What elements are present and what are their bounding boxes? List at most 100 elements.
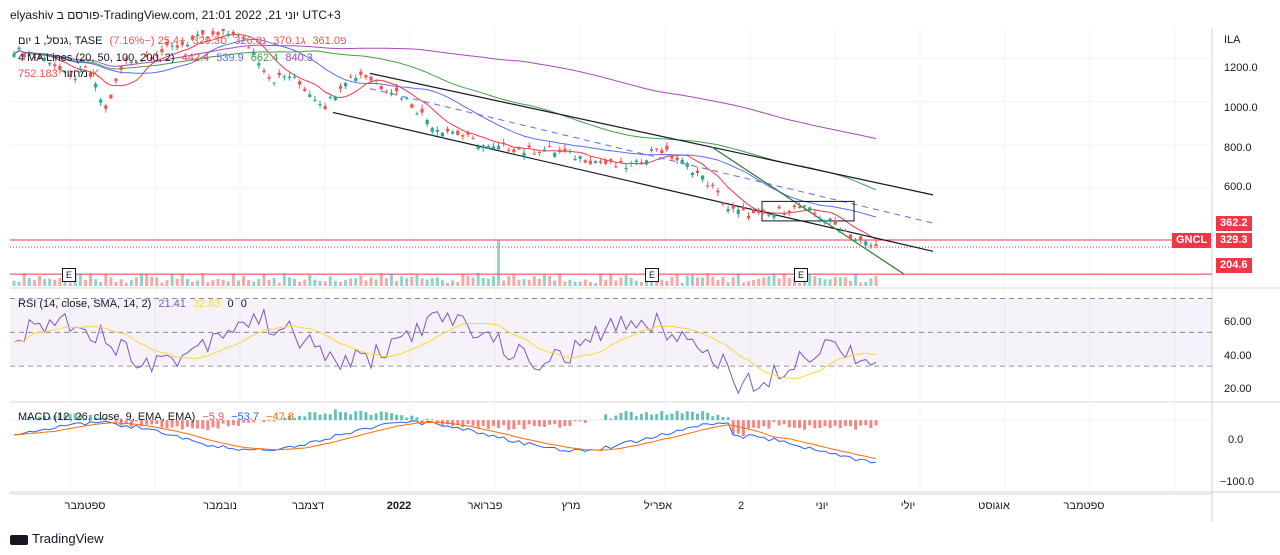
candle-body bbox=[440, 132, 445, 137]
macd-histogram-bar bbox=[502, 420, 506, 426]
macd-histogram-bar bbox=[808, 420, 812, 426]
volume-bar bbox=[752, 279, 756, 286]
channel-lower-line bbox=[332, 111, 934, 252]
macd-histogram-bar bbox=[165, 420, 169, 429]
volume-bar bbox=[563, 281, 567, 286]
macd-value: −53.7 bbox=[231, 411, 259, 423]
macd-histogram-bar bbox=[293, 417, 297, 421]
candle-body bbox=[364, 75, 368, 78]
macd-histogram-bar bbox=[446, 420, 450, 425]
candle-body bbox=[420, 108, 424, 113]
macd-histogram-bar bbox=[726, 417, 730, 421]
macd-histogram-bar bbox=[451, 420, 455, 426]
price-tag-low: 204.6 bbox=[1216, 258, 1252, 273]
volume-bar bbox=[262, 273, 266, 286]
volume-bar bbox=[328, 276, 332, 286]
candle-body bbox=[58, 66, 62, 70]
candle-body bbox=[150, 57, 154, 60]
macd-histogram-bar bbox=[558, 420, 562, 428]
volume-bar bbox=[338, 281, 342, 286]
candle-body bbox=[201, 30, 205, 35]
earnings-marker[interactable]: E bbox=[62, 268, 76, 282]
candle-body bbox=[48, 63, 52, 65]
volume-legend: מחזור 752.183K bbox=[18, 68, 103, 80]
candle-body bbox=[139, 59, 144, 62]
volume-bar bbox=[665, 280, 669, 286]
volume-bar bbox=[231, 274, 235, 286]
candle-body bbox=[68, 75, 72, 77]
volume-bar bbox=[634, 280, 638, 286]
volume-bar bbox=[711, 277, 715, 286]
candle-body bbox=[496, 146, 501, 149]
candle-body bbox=[619, 160, 623, 163]
macd-histogram-bar bbox=[690, 411, 694, 421]
macd-histogram-bar bbox=[777, 420, 781, 426]
candle-body bbox=[359, 71, 363, 75]
candle-body bbox=[823, 220, 827, 224]
candle-body bbox=[772, 213, 776, 218]
candle-body bbox=[700, 175, 705, 180]
candle-body bbox=[813, 212, 817, 214]
candle-body bbox=[491, 146, 496, 149]
macd-histogram-bar bbox=[604, 414, 608, 421]
macd-histogram-bar bbox=[364, 411, 368, 421]
time-tick: מרץ bbox=[561, 500, 581, 512]
time-tick: ספטמבר bbox=[1063, 500, 1105, 512]
volume-bar bbox=[782, 273, 786, 286]
macd-histogram-bar bbox=[32, 418, 36, 421]
candle-body bbox=[792, 205, 796, 208]
candle-body bbox=[175, 45, 179, 48]
volume-bar bbox=[808, 274, 812, 286]
earnings-marker[interactable]: E bbox=[794, 268, 808, 282]
volume-bar bbox=[532, 276, 536, 286]
candle-body bbox=[624, 167, 628, 170]
candle-body bbox=[726, 209, 730, 212]
candle-body bbox=[527, 145, 531, 148]
candle-body bbox=[456, 130, 460, 135]
price-unit: ILA bbox=[1224, 34, 1241, 46]
candle-body bbox=[190, 35, 195, 40]
macd-histogram-bar bbox=[772, 420, 776, 422]
volume-bar bbox=[191, 281, 195, 286]
macd-histogram-bar bbox=[231, 420, 235, 425]
candle-body bbox=[282, 76, 286, 78]
candle-body bbox=[828, 218, 832, 221]
candle-body bbox=[185, 44, 190, 47]
macd-histogram-bar bbox=[731, 420, 735, 435]
macd-histogram-bar bbox=[823, 420, 827, 427]
volume-bar bbox=[12, 280, 16, 286]
volume-bar bbox=[864, 281, 868, 286]
chart-canvas[interactable] bbox=[0, 28, 1280, 522]
candle-body bbox=[695, 170, 700, 173]
volume-bar bbox=[854, 274, 858, 286]
candle-body bbox=[354, 78, 358, 82]
macd-histogram-bar bbox=[542, 420, 546, 427]
macd-histogram-bar bbox=[838, 420, 842, 429]
ma-title: 4 MA Lines (20, 50, 100, 200, 2) bbox=[18, 52, 175, 64]
macd-histogram-bar bbox=[374, 413, 378, 421]
candle-body bbox=[298, 81, 302, 85]
earnings-marker[interactable]: E bbox=[645, 268, 659, 282]
macd-tick: −100.0 bbox=[1220, 476, 1254, 488]
macd-histogram-bar bbox=[150, 420, 154, 425]
volume-bar bbox=[670, 276, 674, 286]
candle-body bbox=[634, 160, 638, 162]
macd-histogram-bar bbox=[282, 417, 286, 421]
macd-histogram-bar bbox=[129, 420, 133, 427]
volume-bar bbox=[440, 280, 444, 286]
macd-histogram-bar bbox=[420, 420, 424, 424]
volume-bar bbox=[548, 275, 552, 286]
candle-body bbox=[762, 210, 766, 213]
volume-bar bbox=[568, 279, 572, 286]
macd-histogram-bar bbox=[323, 413, 327, 421]
macd-histogram-bar bbox=[369, 414, 373, 421]
volume-bar bbox=[497, 239, 501, 286]
price-tick: 1000.0 bbox=[1224, 102, 1258, 114]
candle-body bbox=[532, 153, 536, 155]
volume-bar bbox=[757, 278, 761, 286]
candle-body bbox=[593, 161, 598, 163]
macd-histogram-bar bbox=[252, 420, 256, 423]
candle-body bbox=[22, 53, 26, 57]
candle-body bbox=[277, 72, 281, 76]
candle-body bbox=[451, 131, 455, 134]
